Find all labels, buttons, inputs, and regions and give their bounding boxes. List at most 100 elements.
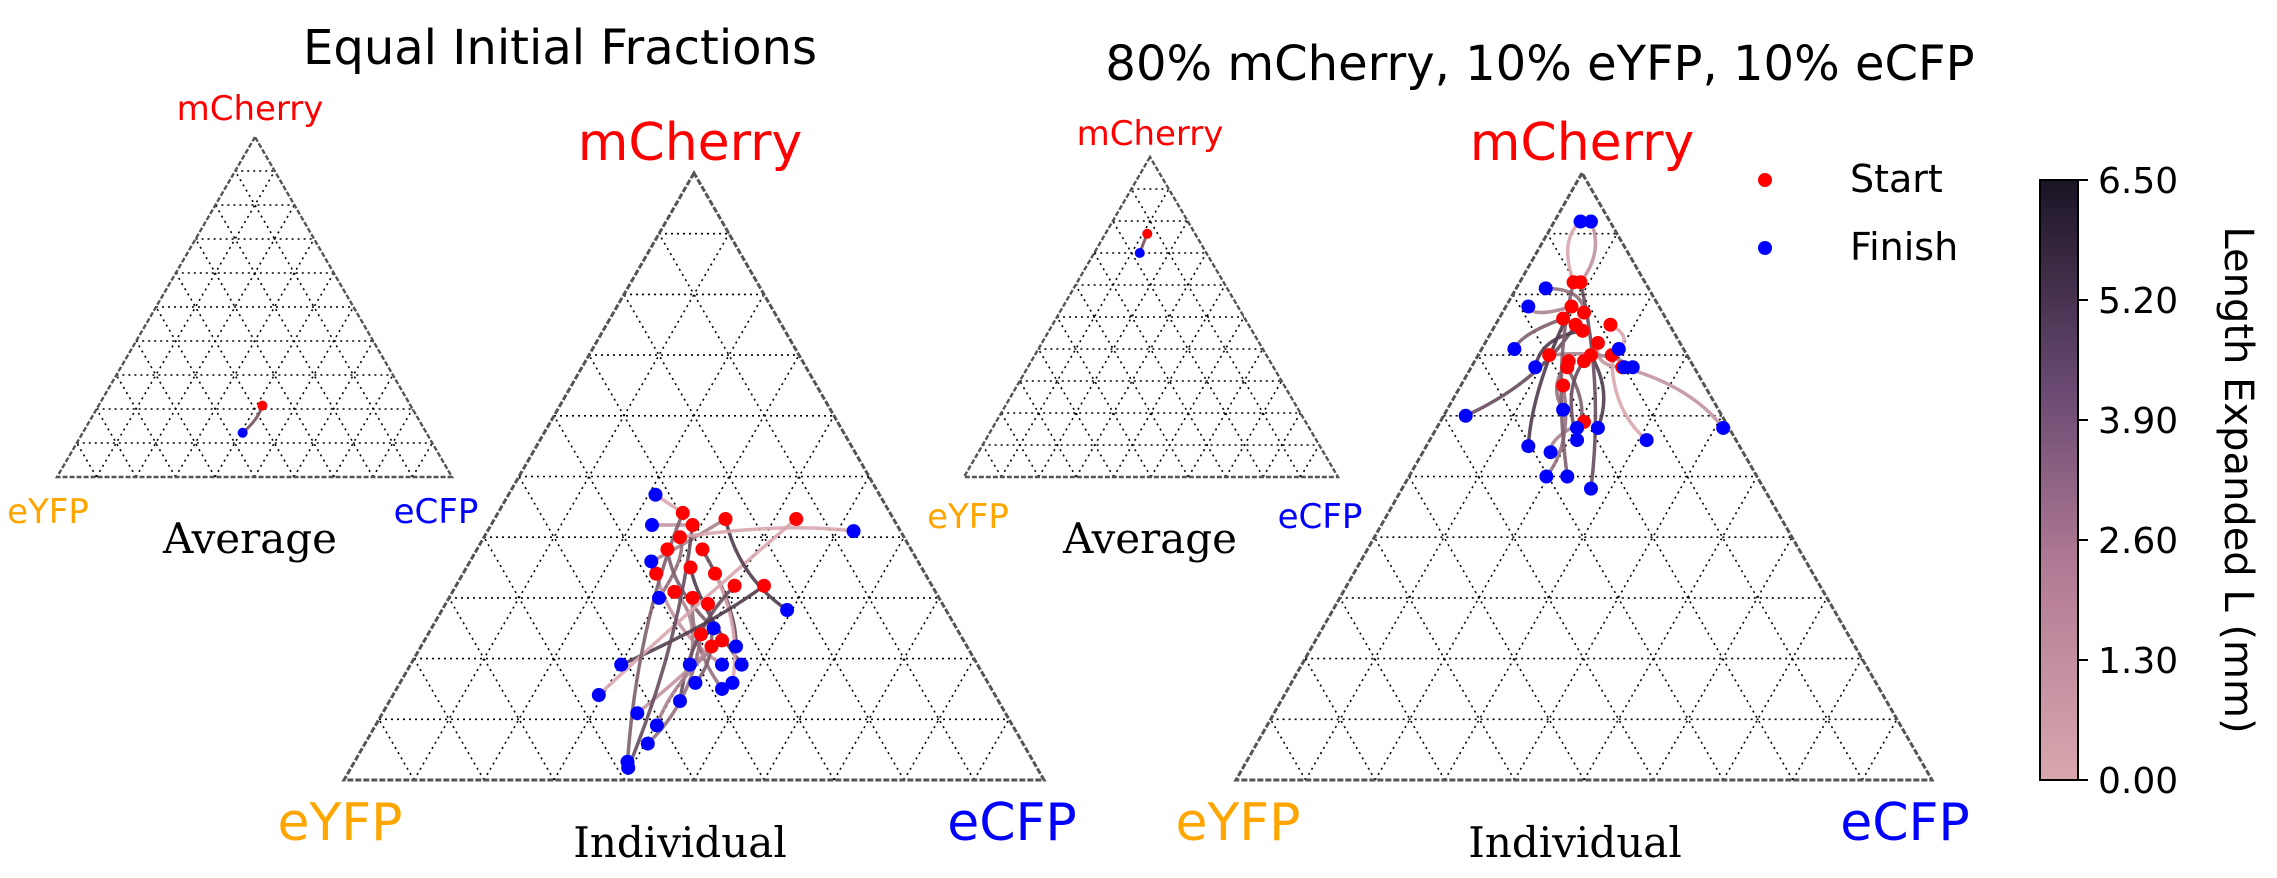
grid-line (234, 170, 414, 478)
ternary-frame (54, 134, 455, 479)
finish-point (1573, 214, 1588, 229)
vertex-label-mcherry: mCherry (1077, 114, 1224, 154)
start-point (695, 542, 710, 557)
colorbar-tick-label: 5.20 (2098, 281, 2178, 322)
grid-line (1187, 348, 1264, 478)
legend-finish-marker (1758, 241, 1772, 255)
grid-line (175, 272, 295, 478)
grid-line (1299, 444, 1320, 478)
start-point (704, 639, 719, 654)
ternary-panel-equal-individual: mCherry eYFP eCFP (277, 113, 1076, 853)
colorbar-tick-label: 0.00 (2098, 761, 2178, 802)
finish-point (1639, 433, 1654, 448)
grid-line (174, 238, 315, 478)
grid-line (1019, 380, 1077, 478)
finish-point (1543, 445, 1558, 460)
ternary-grid (981, 188, 1320, 478)
finish-point (1538, 281, 1553, 296)
grid-line (1150, 316, 1245, 478)
left-title: Equal Initial Fractions (303, 20, 817, 76)
grid-line (1583, 476, 1758, 781)
vertex-label-ecfp: eCFP (1840, 793, 1970, 853)
grid-line (1546, 233, 1864, 781)
track-line (1578, 219, 1598, 285)
finish-point (682, 657, 697, 672)
finish-point (715, 681, 729, 696)
grid-line (332, 374, 394, 478)
finish-point (1570, 420, 1585, 435)
start-point (1590, 335, 1605, 350)
grid-line (623, 415, 835, 781)
grid-line (155, 306, 256, 478)
grid-line (1038, 220, 1189, 478)
grid-line (1269, 718, 1307, 781)
grid-line (1112, 220, 1264, 478)
vertex-label-mcherry: mCherry (1470, 113, 1695, 173)
grid-line (1339, 597, 1446, 781)
start-point (715, 633, 729, 648)
ternary-frame (1233, 169, 1935, 782)
track-line (1610, 353, 1649, 442)
grid-line (1477, 354, 1724, 781)
grid-line (1513, 415, 1723, 781)
finish-point (621, 760, 636, 775)
grid-line (1408, 476, 1585, 781)
finish-point (1507, 342, 1522, 357)
track-line (626, 523, 695, 770)
vertex-label-eyfp: eYFP (7, 492, 89, 532)
start-point (675, 505, 690, 520)
finish-point (780, 603, 795, 618)
start-point (701, 596, 715, 611)
grid-line (973, 718, 1010, 781)
finish-point (1539, 469, 1554, 484)
vertex-label-eyfp: eYFP (927, 497, 1009, 537)
track-line (1463, 323, 1578, 418)
grid-line (693, 476, 870, 781)
grid-line (588, 354, 835, 781)
finish-point (846, 524, 861, 539)
finish-point (1556, 402, 1571, 417)
grid-line (1093, 252, 1227, 478)
start-point (1564, 299, 1579, 314)
ternary-grid (76, 170, 433, 478)
legend-finish-label: Finish (1850, 225, 1958, 269)
start-point (1577, 305, 1591, 320)
grid-line (76, 442, 98, 478)
finish-point (688, 675, 703, 690)
start-point (667, 584, 682, 599)
grid-line (1056, 316, 1152, 478)
start-point (757, 578, 771, 593)
colorbar-tick-label: 6.50 (2098, 161, 2178, 202)
finish-point (1570, 433, 1585, 448)
finish-point (1716, 420, 1731, 435)
track-line (625, 511, 685, 764)
track-line (1566, 219, 1583, 285)
grid-line (1225, 380, 1283, 478)
grid-line (194, 238, 335, 478)
vertex-label-ecfp: eCFP (1278, 497, 1363, 537)
legend-start-label: Start (1850, 157, 1943, 201)
start-point (1583, 348, 1598, 363)
grid-line (1000, 188, 1170, 478)
colorbar-tick-label: 3.90 (2098, 401, 2178, 442)
track-line (654, 571, 724, 667)
finish-point (1458, 408, 1473, 423)
colorbar-tick-label: 1.30 (2098, 641, 2178, 682)
grid-line (293, 340, 374, 478)
grid-line (253, 306, 355, 478)
grid-line (115, 374, 177, 478)
grid-line (135, 340, 216, 478)
start-point (1556, 311, 1571, 326)
ternary-panel-equal-average: mCherry eYFP eCFP (7, 89, 478, 532)
start-point (1575, 323, 1590, 338)
left-average-label: Average (162, 514, 337, 563)
grid-line (1130, 188, 1302, 478)
grid-line (1442, 415, 1655, 781)
start-point (683, 560, 698, 575)
start-point (708, 566, 722, 581)
finish-point (673, 694, 687, 709)
vertex-label-eyfp: eYFP (1175, 793, 1300, 853)
right-individual-label: Individual (1468, 818, 1682, 867)
finish-point (591, 688, 606, 703)
vertex-label-ecfp: eCFP (394, 492, 479, 532)
